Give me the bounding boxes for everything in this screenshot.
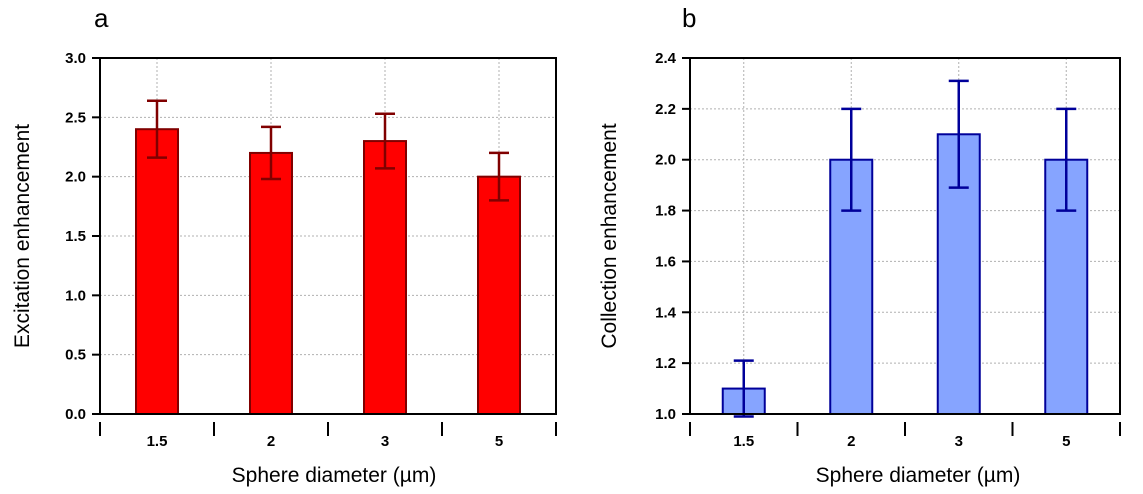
panel-b-x-tick-label-3: 3 — [955, 433, 963, 450]
panel-b-error-bar-3 — [948, 79, 969, 189]
panel-a-x-tick-label-3: 3 — [381, 433, 389, 450]
panel-b-error-bar-1.5 — [733, 359, 754, 418]
panel-b-bars — [721, 133, 1089, 416]
panel-a-y-tick-label: 2.0 — [65, 169, 86, 186]
panel-b-y-tick-label: 2.4 — [655, 50, 677, 67]
panel-a-x-tick-label-2: 2 — [267, 433, 275, 450]
panel-b-axes: 1.0 1.2 1.4 1.6 1.8 2.0 2.2 2.4 1.5 2 3 5 — [655, 50, 1121, 450]
panel-a-error-bar-1.5 — [147, 99, 167, 159]
panel-a-x-axis-title: Sphere diameter (µm) — [232, 464, 437, 487]
panel-a-axes: 0.0 0.5 1.0 1.5 2.0 2.5 3.0 1.5 2 3 5 — [65, 50, 557, 450]
panel-b-letter: b — [682, 3, 696, 33]
panel-a-y-tick-label: 3.0 — [65, 50, 86, 67]
panel-a-error-bar-3 — [375, 112, 395, 170]
panel-a-y-tick-label: 0.0 — [65, 406, 86, 423]
panel-a-error-bar-5 — [489, 151, 509, 202]
panel-a-error-bars — [147, 99, 509, 202]
panel-b-x-tick-label-2: 2 — [847, 433, 855, 450]
panel-a-y-tick-label: 0.5 — [65, 347, 86, 364]
panel-a-x-tick-label-1.5: 1.5 — [147, 433, 168, 450]
panel-a-bars — [135, 128, 521, 416]
panel-a-y-axis-title: Excitation enhancement — [11, 124, 34, 348]
panel-a-bar-1.5 — [135, 128, 179, 415]
panel-b-y-tick-label: 2.2 — [655, 101, 676, 118]
panel-b-y-tick-label: 1.4 — [655, 304, 677, 321]
panel-b-error-bars — [733, 79, 1077, 418]
panel-a-bar-5 — [477, 175, 521, 415]
panel-a-letter: a — [94, 3, 109, 33]
panel-b-y-axis-title: Collection enhancement — [598, 123, 621, 348]
panel-a-bar-2 — [249, 151, 293, 416]
panel-b-x-tick-label-1.5: 1.5 — [733, 433, 754, 450]
panel-a-error-bar-2 — [261, 125, 281, 181]
panel-a-excitation-chart: a 0.0 0.5 1.0 1.5 2.0 2.5 3.0 1.5 2 3 5 Sphere dia… — [11, 3, 557, 487]
panel-b-y-tick-label: 1.0 — [655, 406, 676, 423]
panel-b-x-axis-title: Sphere diameter (µm) — [816, 464, 1021, 487]
panel-b-plot-frame — [689, 57, 1121, 415]
panel-b-y-tick-label: 2.0 — [655, 152, 676, 169]
panel-b-collection-chart: b 1.0 1.2 1.4 1.6 1.8 2.0 2.2 2.4 1.5 2 3 5 Sphere … — [598, 3, 1121, 487]
panel-b-y-tick-label: 1.2 — [655, 355, 676, 372]
panel-b-y-tick-label: 1.8 — [655, 203, 676, 220]
panel-a-y-tick-label: 2.5 — [65, 109, 86, 126]
panel-b-error-bar-5 — [1056, 107, 1077, 212]
panel-b-x-tick-label-5: 5 — [1062, 433, 1070, 450]
panel-a-y-tick-label: 1.5 — [65, 228, 86, 245]
panel-a-x-tick-label-5: 5 — [495, 433, 503, 450]
panel-b-y-tick-label: 1.6 — [655, 253, 676, 270]
panel-b-error-bar-2 — [841, 107, 862, 212]
panel-a-bar-3 — [363, 140, 407, 415]
panel-a-y-tick-label: 1.0 — [65, 287, 86, 304]
